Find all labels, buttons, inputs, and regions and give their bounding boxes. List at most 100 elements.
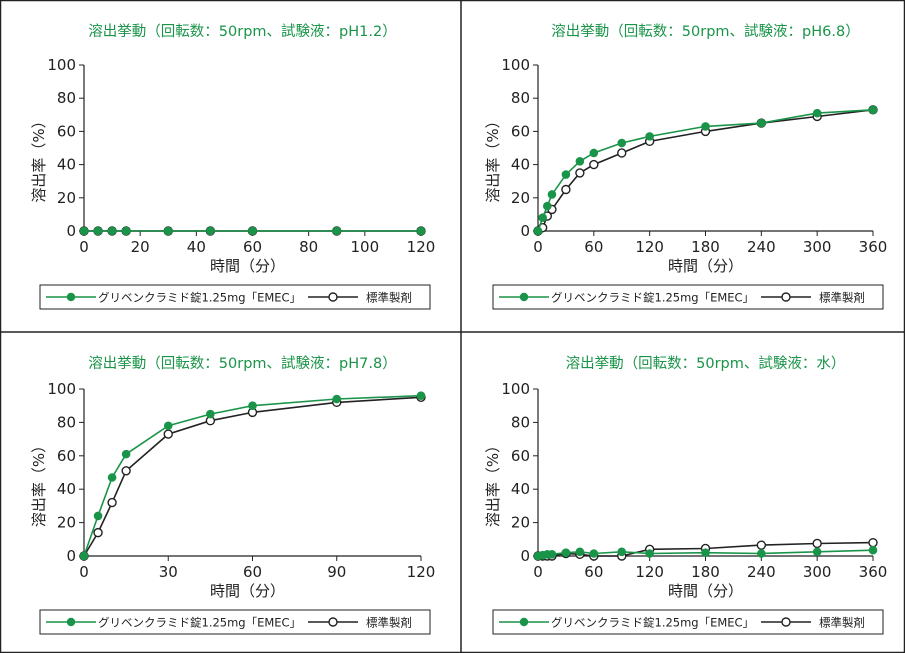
data-point-test (589, 549, 599, 558)
x-tick-label: 40 (187, 238, 206, 256)
data-point-reference (756, 540, 767, 550)
legend-label-test: グリベンクラミド錠1.25mg「EMEC」 (98, 291, 301, 305)
legend-label-reference: 標準製剤 (819, 291, 865, 305)
legend-marker-test (519, 292, 529, 302)
y-tick-label: 20 (511, 514, 530, 532)
data-point-test (561, 170, 571, 179)
data-point-reference (589, 159, 599, 170)
x-tick-label: 60 (243, 563, 262, 581)
x-tick-label: 60 (584, 238, 603, 256)
x-tick-label: 90 (327, 563, 346, 581)
data-point-test (121, 226, 131, 236)
legend-marker-reference (781, 292, 791, 302)
chart-panel-2: 溶出挙動（回転数：50rpm、試験液：pH6.8） 0 20 40 60 80 100 0 60… (461, 0, 905, 320)
data-point-test (617, 547, 627, 557)
data-point-test (206, 409, 215, 419)
data-point-test (701, 122, 710, 131)
y-tick-label: 80 (511, 413, 530, 431)
data-point-test (617, 138, 627, 148)
legend-box (492, 609, 884, 635)
data-point-reference (163, 429, 173, 439)
data-point-test (543, 201, 552, 211)
y-tick-label: 100 (47, 56, 76, 74)
y-tick-label: 0 (66, 547, 76, 565)
data-point-test (107, 226, 117, 236)
legend-label-reference: 標準製剤 (366, 291, 412, 305)
data-point-reference (121, 466, 131, 476)
data-point-test (93, 226, 103, 236)
x-tick-label: 120 (635, 238, 664, 256)
legend: グリベンクラミド錠1.25mg「EMEC」 標準製剤 (39, 609, 431, 635)
y-tick-label: 20 (57, 514, 76, 532)
legend: グリベンクラミド錠1.25mg「EMEC」 標準製剤 (39, 284, 431, 310)
x-tick-label: 360 (859, 563, 888, 581)
chart-svg: 溶出挙動（回転数：50rpm、試験液：pH6.8） 0 20 40 60 80 100 0 60… (484, 23, 888, 310)
data-point-test (206, 226, 215, 236)
y-axis-label: 溶出率（%） (484, 438, 502, 527)
legend: グリベンクラミド錠1.25mg「EMEC」 標準製剤 (492, 284, 884, 310)
x-tick-label: 300 (803, 238, 832, 256)
legend-marker-test (66, 292, 76, 302)
chart-svg: 溶出挙動（回転数：50rpm、試験液：水） 0 20 40 60 80 100 0 60 120 1… (484, 355, 888, 635)
x-tick-label: 120 (407, 563, 436, 581)
data-point-reference (93, 527, 103, 538)
legend-label-reference: 標準製剤 (819, 616, 865, 630)
data-point-reference (107, 497, 117, 508)
y-tick-label: 40 (511, 480, 530, 498)
y-axis-label: 溶出率（%） (30, 438, 48, 527)
chart-svg: 溶出挙動（回転数：50rpm、試験液：pH7.8） 0 20 40 60 80 100 0 30… (30, 355, 436, 635)
data-point-test (332, 226, 342, 236)
data-point-test (547, 190, 557, 199)
data-point-reference (812, 538, 822, 549)
x-tick-label: 120 (635, 563, 664, 581)
data-point-reference (575, 168, 585, 178)
x-tick-label: 30 (159, 563, 178, 581)
y-tick-label: 100 (501, 56, 530, 74)
x-tick-label: 100 (351, 238, 380, 256)
data-point-test (812, 108, 822, 118)
y-tick-label: 40 (57, 480, 76, 498)
data-point-test (121, 449, 131, 459)
legend-label-reference: 標準製剤 (366, 616, 412, 630)
y-tick-label: 60 (57, 447, 76, 465)
legend-box (39, 284, 431, 310)
y-tick-label: 100 (47, 380, 76, 398)
x-tick-label: 0 (533, 563, 543, 581)
legend-label-test: グリベンクラミド錠1.25mg「EMEC」 (98, 616, 301, 630)
y-tick-label: 40 (57, 156, 76, 174)
data-point-test (248, 226, 257, 236)
x-tick-label: 0 (79, 238, 89, 256)
data-point-test (575, 547, 585, 557)
data-point-test (589, 148, 599, 158)
x-tick-label: 0 (533, 238, 543, 256)
data-point-test (93, 511, 103, 521)
legend-marker-reference (328, 292, 338, 302)
data-point-reference (868, 537, 878, 548)
x-tick-label: 60 (584, 563, 603, 581)
chart-svg: 溶出挙動（回転数：50rpm、試験液：pH1.2） 0 20 40 60 80 100 0 20… (30, 23, 435, 310)
x-tick-label: 360 (859, 238, 888, 256)
legend-marker-reference (781, 617, 791, 627)
data-point-test (538, 213, 547, 223)
y-tick-label: 80 (57, 89, 76, 107)
x-tick-label: 240 (747, 238, 776, 256)
data-point-test (757, 118, 766, 128)
chart-panel-1: 溶出挙動（回転数：50rpm、試験液：pH1.2） 0 20 40 60 80 100 0 20… (0, 0, 444, 320)
x-tick-label: 60 (243, 238, 262, 256)
data-point-test (547, 550, 557, 559)
legend-label-test: グリベンクラミド錠1.25mg「EMEC」 (551, 291, 754, 305)
y-axis-label: 溶出率（%） (30, 113, 48, 202)
data-point-reference (561, 184, 571, 195)
y-tick-label: 0 (66, 222, 76, 240)
x-axis-label: 時間（分） (668, 582, 743, 600)
data-point-test (812, 547, 822, 557)
x-axis-label: 時間（分） (210, 582, 285, 600)
y-tick-label: 80 (511, 89, 530, 107)
chart-title: 溶出挙動（回転数：50rpm、試験液：pH6.8） (551, 23, 859, 40)
data-point-test (575, 156, 585, 166)
y-axis-label: 溶出率（%） (484, 113, 502, 202)
legend-label-test: グリベンクラミド錠1.25mg「EMEC」 (551, 616, 754, 630)
y-tick-label: 0 (520, 547, 530, 565)
chart-title: 溶出挙動（回転数：50rpm、試験液：水） (566, 355, 846, 372)
